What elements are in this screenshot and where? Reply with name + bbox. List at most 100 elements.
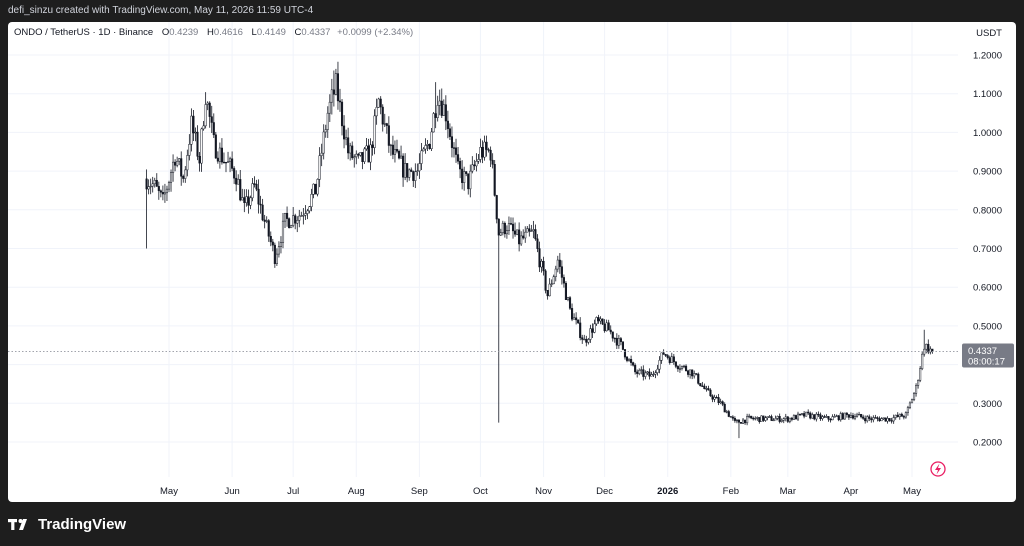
candle-body bbox=[237, 179, 240, 185]
candle-body bbox=[330, 89, 333, 103]
candle-body bbox=[782, 418, 785, 421]
candle-body bbox=[843, 412, 846, 420]
x-tick-label: May bbox=[160, 486, 178, 497]
candle-body bbox=[774, 418, 777, 421]
candle-body bbox=[196, 131, 199, 157]
candle-body bbox=[910, 399, 914, 404]
candle-body bbox=[554, 268, 557, 277]
symbol-legend: ONDO / TetherUS · 1D · Binance O0.4239 H… bbox=[14, 27, 413, 38]
y-tick-label: 0.9000 bbox=[973, 167, 1002, 178]
candle-body bbox=[872, 417, 875, 421]
candle-body bbox=[446, 120, 449, 129]
candle-body bbox=[310, 194, 313, 207]
candle-body bbox=[375, 107, 378, 117]
candle-body bbox=[619, 338, 622, 342]
candle-body bbox=[548, 283, 551, 297]
candle-body bbox=[206, 102, 209, 105]
candle-body bbox=[890, 420, 893, 422]
x-tick-label: Aug bbox=[348, 486, 365, 497]
candle-body bbox=[518, 229, 521, 245]
candle-body bbox=[393, 149, 397, 155]
candle-body bbox=[235, 177, 238, 185]
candle-body bbox=[809, 412, 812, 419]
candle-body bbox=[536, 238, 539, 249]
candle-body bbox=[823, 416, 826, 418]
candle-body bbox=[454, 147, 458, 155]
candle-body bbox=[851, 415, 855, 419]
candle-body bbox=[381, 106, 384, 125]
axis-currency-label: USDT bbox=[976, 28, 1002, 39]
candle-body bbox=[715, 397, 718, 399]
candle-body bbox=[312, 183, 315, 195]
candle-body bbox=[477, 159, 480, 162]
candle-body bbox=[827, 416, 830, 420]
candle-body bbox=[699, 383, 702, 387]
candle-body bbox=[461, 168, 464, 183]
candle-body bbox=[680, 366, 684, 369]
candle-body bbox=[923, 348, 926, 355]
y-tick-label: 0.7000 bbox=[973, 244, 1002, 255]
footer-brand: TradingView bbox=[38, 515, 127, 533]
candle-body bbox=[648, 371, 651, 377]
candle-body bbox=[886, 418, 889, 422]
candle-body bbox=[487, 149, 490, 151]
candle-body bbox=[921, 353, 924, 369]
candle-body bbox=[296, 220, 299, 224]
candle-body bbox=[277, 246, 280, 255]
candle-body bbox=[664, 354, 667, 356]
candle-body bbox=[214, 134, 217, 159]
candle-body bbox=[430, 131, 433, 149]
candle-body bbox=[880, 418, 883, 422]
candle-body bbox=[862, 416, 865, 419]
candle-body bbox=[263, 219, 266, 222]
candle-body bbox=[532, 229, 535, 232]
candle-body bbox=[566, 297, 570, 300]
candle-body bbox=[357, 153, 360, 156]
candle-body bbox=[440, 100, 443, 116]
candle-body bbox=[322, 131, 325, 154]
candle-body bbox=[864, 418, 867, 422]
candle-body bbox=[668, 357, 671, 363]
candle-body bbox=[347, 137, 350, 154]
candle-body bbox=[542, 260, 545, 272]
candle-body bbox=[245, 196, 248, 203]
candle-body bbox=[908, 402, 912, 408]
candle-body bbox=[281, 220, 285, 243]
candle-body bbox=[695, 373, 698, 375]
candle-body bbox=[497, 218, 500, 236]
candle-body bbox=[750, 415, 753, 419]
candle-body bbox=[153, 180, 156, 185]
x-tick-label: Dec bbox=[596, 486, 613, 497]
candle-body bbox=[868, 416, 871, 419]
x-tick-label: Jun bbox=[224, 486, 239, 497]
candle-body bbox=[701, 385, 704, 387]
countdown-label: 08:00:17 bbox=[968, 357, 1005, 368]
candle-body bbox=[672, 356, 675, 363]
candle-body bbox=[520, 235, 523, 245]
candle-body bbox=[469, 170, 472, 190]
candle-body bbox=[188, 144, 191, 156]
chart-svg[interactable]: 1.2000 1.1000 1.0000 0.9000 0.8000 0.7000 0.60… bbox=[8, 22, 1016, 502]
candle-body bbox=[255, 183, 258, 190]
candle-body bbox=[495, 195, 498, 220]
x-tick-label: 2026 bbox=[657, 486, 678, 497]
candle-body bbox=[721, 401, 724, 405]
chart-panel[interactable]: 1.2000 1.1000 1.0000 0.9000 0.8000 0.7000 0.60… bbox=[8, 22, 1016, 502]
candle-body bbox=[292, 215, 295, 226]
y-tick-label: 1.1000 bbox=[973, 89, 1002, 100]
candle-body bbox=[226, 161, 230, 163]
candle-body bbox=[744, 419, 747, 424]
candle-body bbox=[509, 223, 513, 225]
candle-body bbox=[318, 155, 321, 180]
candle-body bbox=[860, 413, 863, 418]
candle-body bbox=[204, 104, 207, 127]
candle-body bbox=[656, 368, 659, 373]
candle-body bbox=[625, 356, 629, 361]
candle-body bbox=[507, 223, 510, 231]
candle-body bbox=[904, 412, 907, 418]
candle-body bbox=[251, 183, 254, 199]
y-tick-label: 1.2000 bbox=[973, 51, 1002, 62]
candle-body bbox=[210, 116, 213, 123]
candle-body bbox=[760, 415, 763, 422]
candle-body bbox=[733, 418, 736, 421]
